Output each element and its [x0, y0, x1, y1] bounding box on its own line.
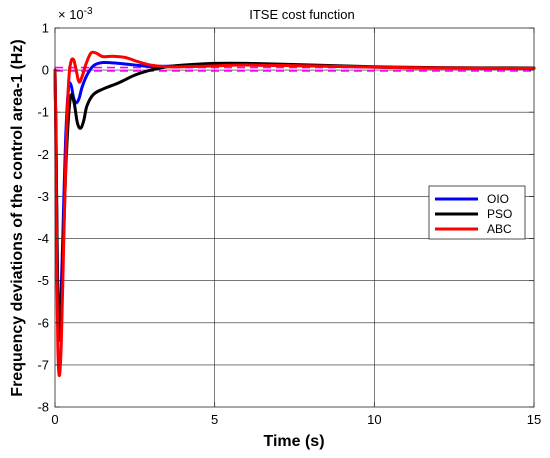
y-tick-label: -8 — [37, 400, 49, 415]
y-tick-label: 1 — [42, 21, 49, 36]
y-tick-label: -7 — [37, 357, 49, 372]
y-tick-label: -4 — [37, 231, 49, 246]
legend-label-abc: ABC — [487, 222, 512, 236]
chart-title: ITSE cost function — [249, 7, 355, 22]
y-tick-label: -3 — [37, 189, 49, 204]
y-exponent-label: × 10-3 — [58, 6, 93, 22]
y-tick-label: -6 — [37, 315, 49, 330]
y-tick-label: -2 — [37, 147, 49, 162]
series-line-abc — [53, 50, 536, 377]
x-tick-label: 5 — [211, 412, 218, 427]
y-exponent-power: -3 — [84, 6, 93, 17]
y-tick-label: -5 — [37, 273, 49, 288]
x-tick-label: 15 — [527, 412, 541, 427]
y-tick-label: 0 — [42, 63, 49, 78]
x-tick-label: 10 — [367, 412, 381, 427]
y-tick-label: -1 — [37, 105, 49, 120]
reference-lines — [55, 66, 534, 72]
y-exponent-base: × 10 — [58, 7, 84, 22]
x-axis-label: Time (s) — [263, 433, 324, 450]
x-tick-label: 0 — [51, 412, 58, 427]
axis-ticks: 0 5 10 15 -8 -7 -6 -5 -4 -3 -2 -1 0 1 — [37, 21, 541, 428]
legend-label-pso: PSO — [487, 207, 512, 221]
plot-border — [54, 27, 535, 408]
series-lines — [53, 50, 536, 377]
legend-label-oio: OIO — [487, 192, 509, 206]
y-axis-label: Frequency deviations of the control area… — [9, 39, 26, 396]
